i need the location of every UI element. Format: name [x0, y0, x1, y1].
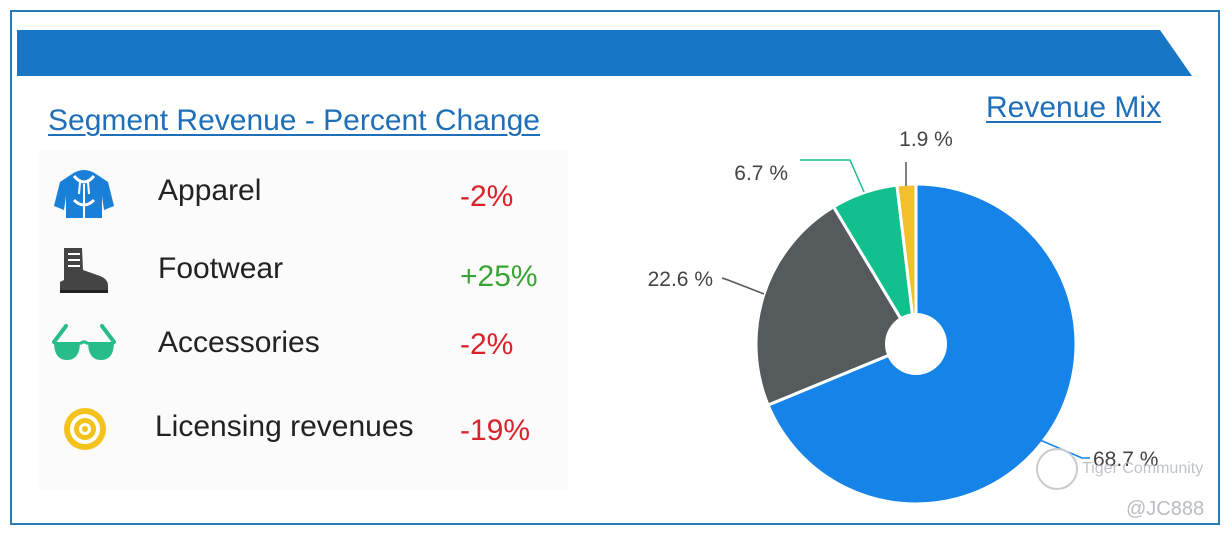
segment-revenue-title: Segment Revenue - Percent Change — [48, 104, 540, 137]
segment-label-apparel: Apparel — [158, 174, 262, 207]
segment-change-licensing: -19% — [460, 414, 531, 447]
header-banner — [17, 30, 1192, 76]
segment-change-apparel: -2% — [460, 180, 514, 213]
revenue-mix-title: Revenue Mix — [986, 91, 1162, 124]
sunglasses-icon — [52, 324, 116, 360]
pie-slice-2 — [754, 204, 919, 408]
pie-center-hole — [885, 313, 947, 375]
segment-change-accessories: -2% — [460, 328, 514, 361]
hoodie-icon — [54, 170, 114, 218]
pie-leader-line-2 — [721, 277, 765, 295]
pie-leader-line-3 — [800, 159, 865, 193]
watermark-handle: @JC888 — [1126, 498, 1205, 520]
header-banner-shape — [17, 30, 1192, 76]
pie-data-label-4: 1.9 % — [899, 128, 953, 151]
segment-label-licensing: Licensing revenues — [155, 410, 414, 443]
segment-panel — [38, 150, 568, 490]
boot-icon — [60, 248, 108, 293]
tiger-logo-icon — [1036, 448, 1078, 490]
target-icon — [64, 408, 106, 450]
segment-label-footwear: Footwear — [158, 252, 284, 285]
watermark-brand: Tiger Community — [1082, 460, 1204, 477]
pie-leader-line-1 — [1039, 439, 1090, 459]
segment-label-accessories: Accessories — [158, 326, 320, 359]
segment-change-footwear: +25% — [460, 260, 538, 293]
pie-data-label-1: 68.7 % — [1093, 448, 1158, 471]
pie-data-label-3: 6.7 % — [734, 162, 788, 185]
pie-data-label-2: 22.6 % — [648, 268, 713, 291]
